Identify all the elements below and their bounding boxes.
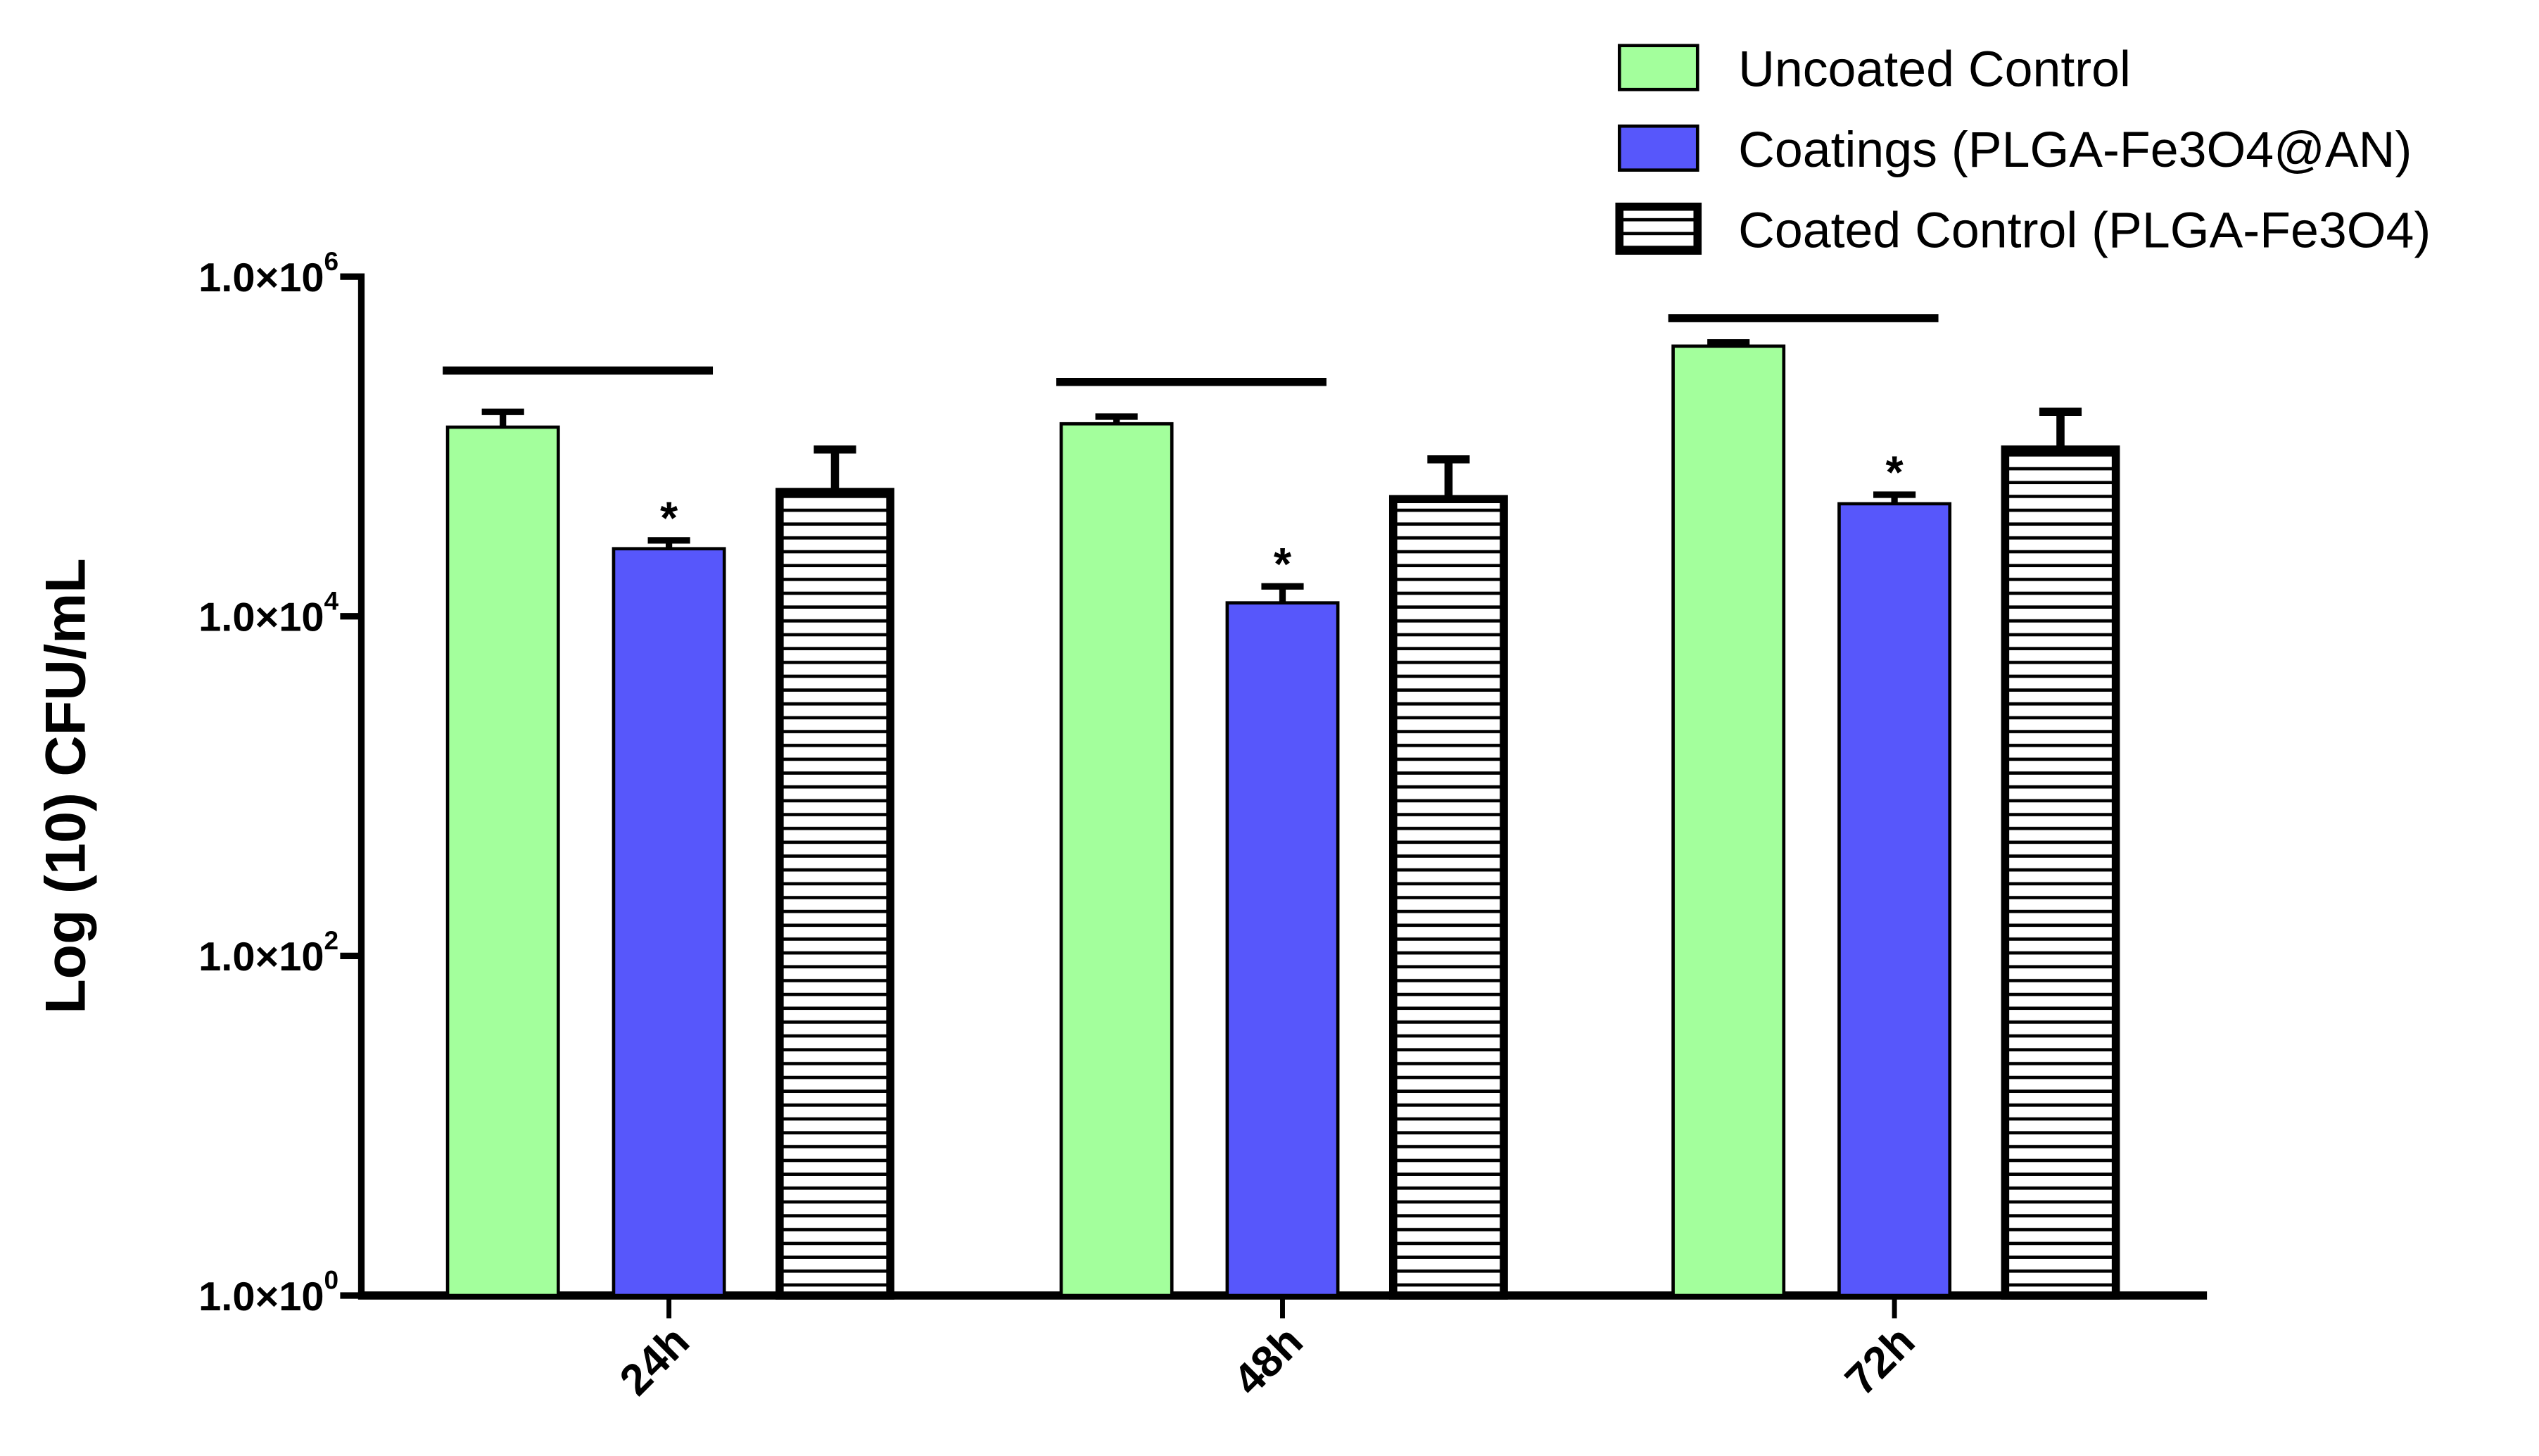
bar-48h-0: [1059, 422, 1174, 1298]
significance-asterisk: *: [1886, 447, 1904, 498]
bar-72h-0: [1671, 344, 1786, 1298]
bar-72h-2: [2001, 445, 2120, 1300]
legend-swatch: [1615, 202, 1702, 255]
significance-asterisk: *: [1274, 538, 1292, 590]
bars: * * *: [443, 314, 2120, 1300]
bar-24h-0: [445, 425, 560, 1298]
y-tick-label: 1.0×100: [198, 1266, 338, 1319]
bar-48h-2: [1388, 495, 1508, 1300]
bar-24h-1: [612, 547, 726, 1298]
legend-label: Uncoated Control: [1738, 42, 2131, 98]
y-tick-label: 1.0×104: [198, 587, 338, 640]
legend-swatch: [1617, 124, 1699, 172]
y-axis-label: Log (10) CFU/mL: [34, 558, 97, 1013]
bar-72h-1: [1837, 502, 1952, 1298]
legend-label: Coatings (PLGA-Fe3O4@AN): [1738, 122, 2412, 178]
x-tick-label: 72h: [1836, 1317, 1925, 1405]
significance-asterisk: *: [660, 493, 678, 544]
legend-label: Coated Control (PLGA-Fe3O4): [1738, 203, 2431, 259]
bar-48h-1: [1225, 601, 1340, 1298]
y-tick-label: 1.0×106: [198, 247, 338, 300]
legend-swatch: [1617, 44, 1699, 91]
legend: Uncoated Control Coatings (PLGA-Fe3O4@AN)…: [1615, 42, 2431, 259]
bar-24h-2: [775, 488, 894, 1300]
x-tick-label: 48h: [1224, 1317, 1312, 1405]
x-tick-label: 24h: [610, 1317, 699, 1405]
y-tick-label: 1.0×102: [198, 926, 338, 980]
